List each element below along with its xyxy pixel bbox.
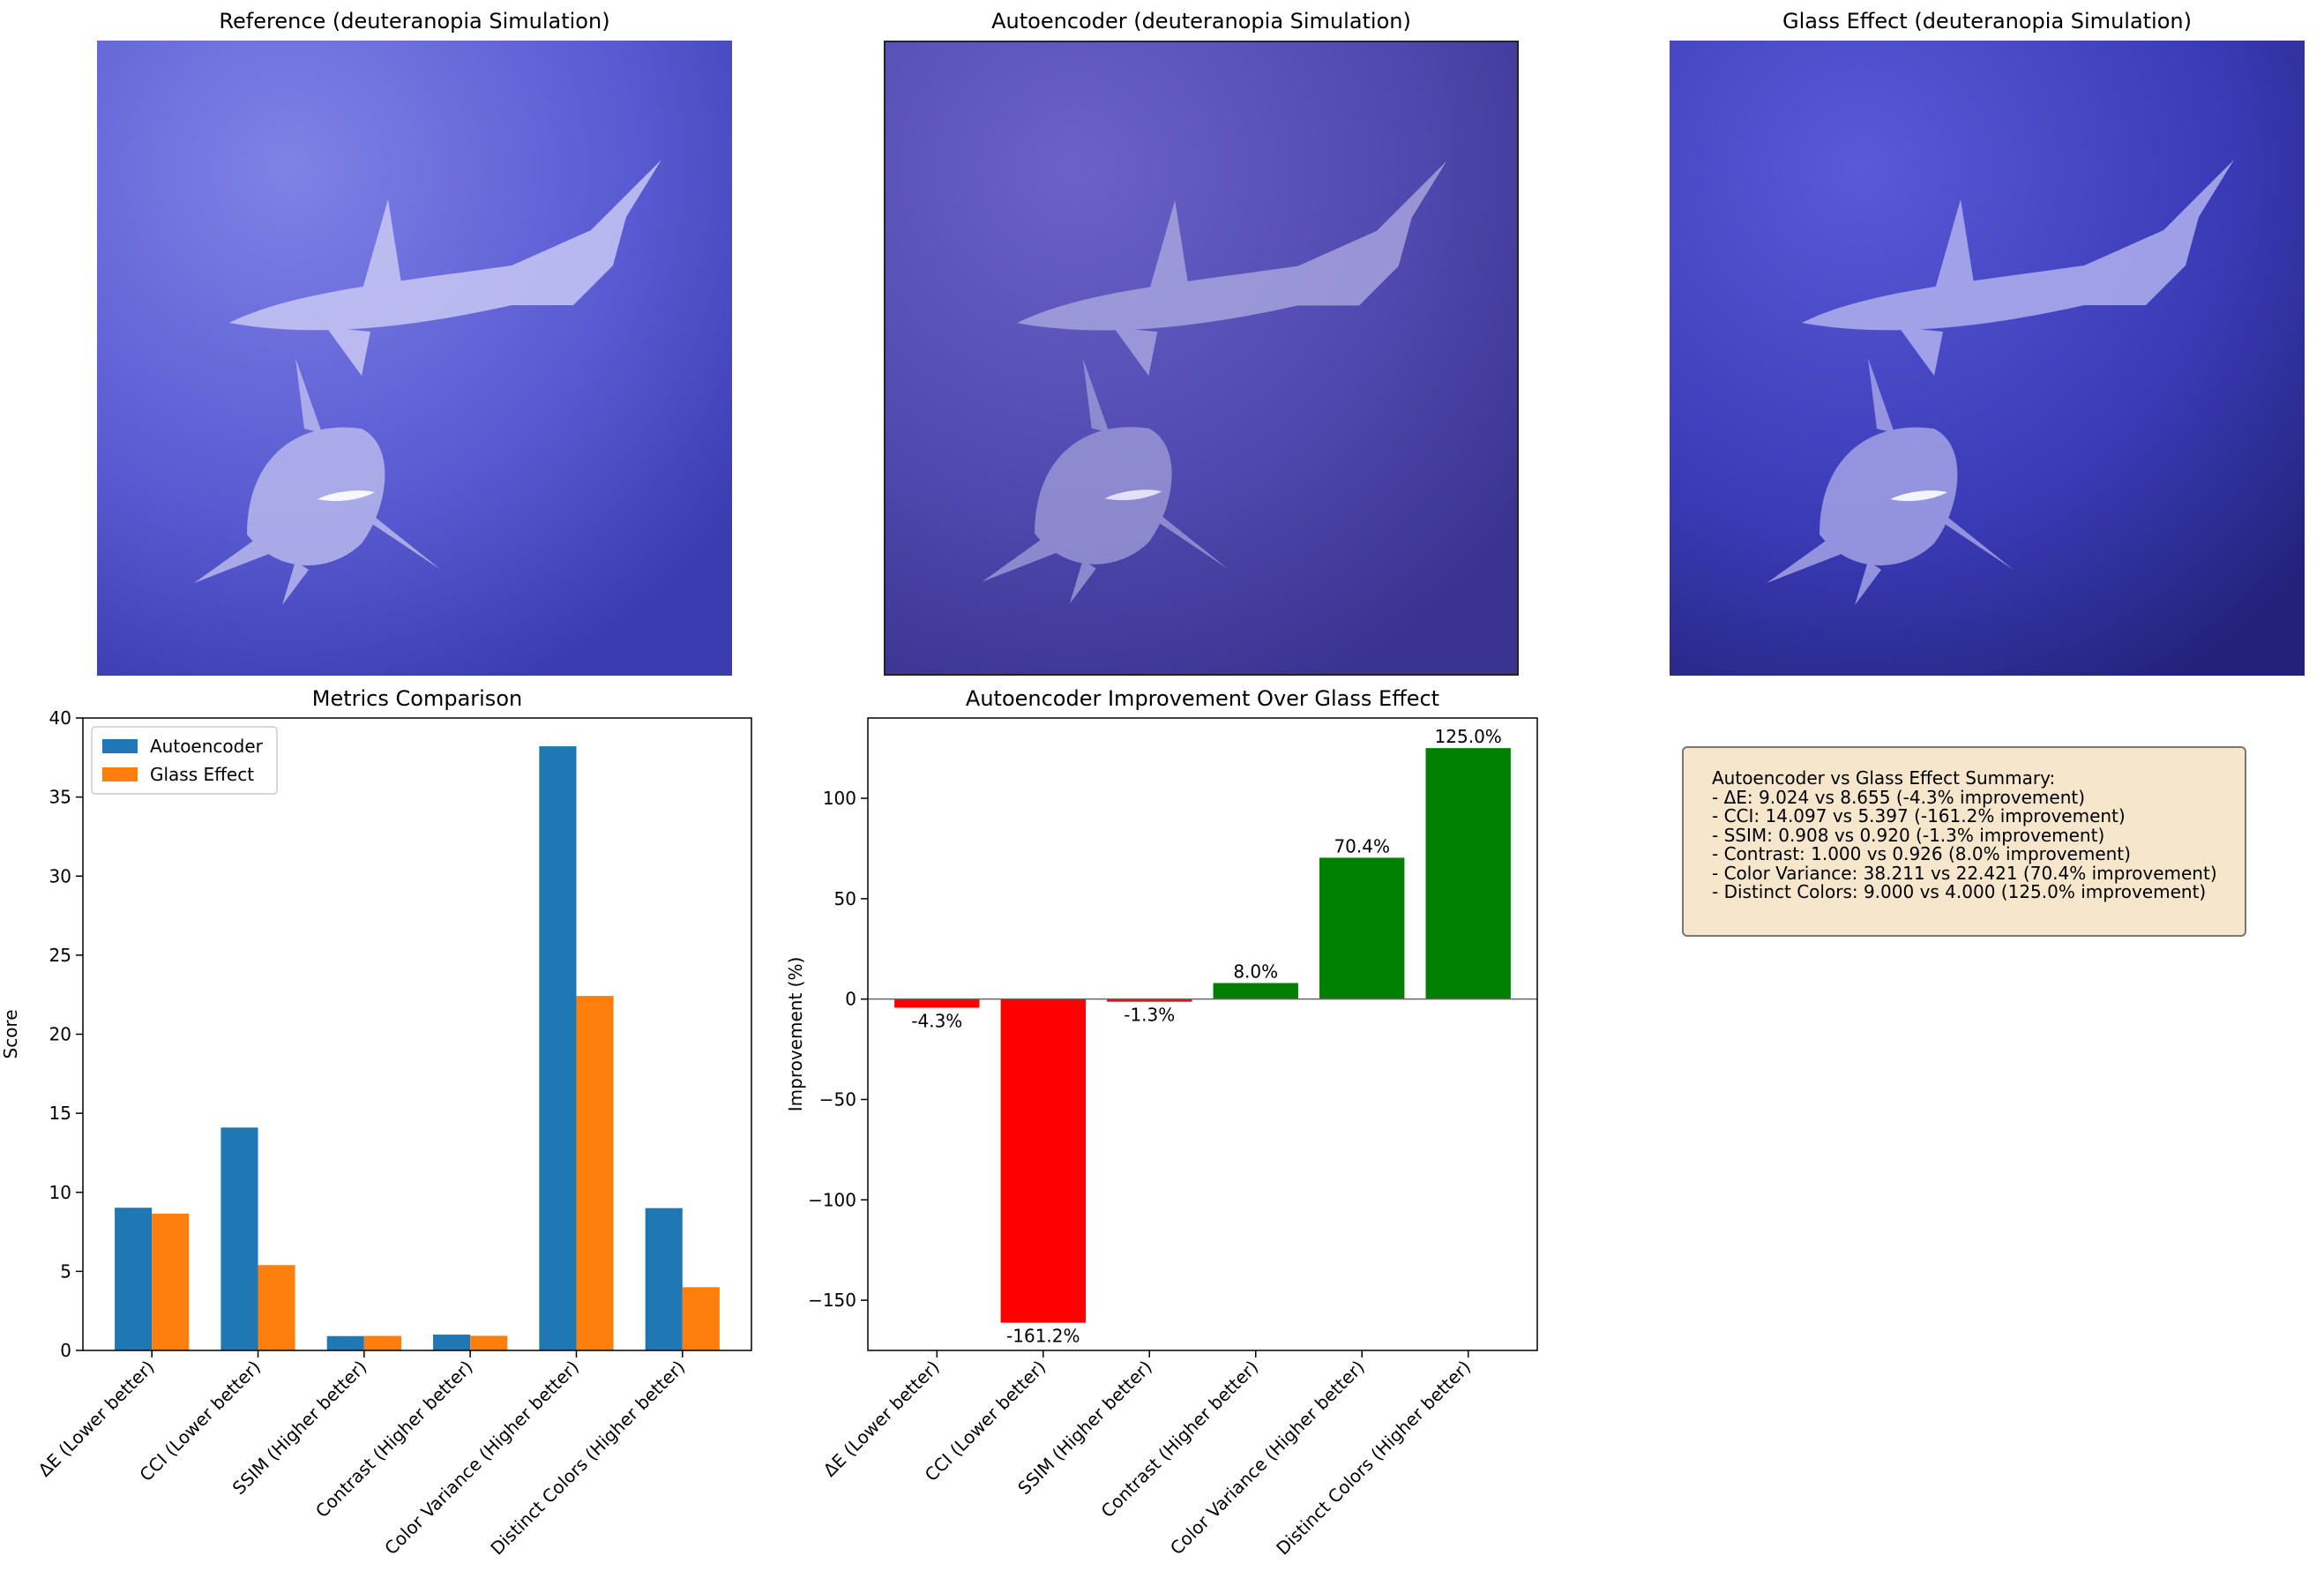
metrics-ytick-label: 30 bbox=[49, 865, 71, 886]
shark-shape bbox=[229, 160, 661, 376]
improvement-ytick-label: 50 bbox=[834, 888, 856, 909]
improvement-bar-negative bbox=[894, 998, 980, 1008]
autoencoder-bar bbox=[220, 1127, 258, 1350]
improvement-bar-positive bbox=[1319, 857, 1405, 999]
improvement-data-label: 70.4% bbox=[1334, 835, 1390, 856]
improvement-data-label: 125.0% bbox=[1435, 726, 1502, 747]
improvement-data-label: 8.0% bbox=[1233, 961, 1278, 982]
glass-effect-image bbox=[1670, 41, 2305, 676]
metrics-ytick-label: 40 bbox=[49, 707, 71, 729]
metrics-xtick-label: ΔE (Lower better) bbox=[34, 1357, 158, 1481]
improvement-ytick-label: 100 bbox=[823, 788, 856, 809]
metrics-xtick-label: Distinct Colors (Higher better) bbox=[486, 1357, 689, 1559]
improvement-data-label: -1.3% bbox=[1124, 1005, 1175, 1026]
legend-label: Glass Effect bbox=[150, 764, 254, 785]
metrics-ytick-label: 20 bbox=[49, 1024, 71, 1045]
summary-line: - CCI: 14.097 vs 5.397 (-161.2% improvem… bbox=[1712, 805, 2126, 826]
autoencoder-title: Autoencoder (deuteranopia Simulation) bbox=[991, 9, 1411, 34]
glass-effect-bar bbox=[258, 1265, 295, 1350]
metrics-ytick-label: 25 bbox=[49, 945, 71, 966]
metrics-xtick-label: Color Variance (Higher better) bbox=[380, 1357, 583, 1559]
improvement-xtick-label: ΔE (Lower better) bbox=[819, 1357, 944, 1481]
metrics-ylabel: Score bbox=[0, 1009, 21, 1058]
glass-effect-bar bbox=[363, 1335, 401, 1350]
autoencoder-bar bbox=[539, 746, 577, 1350]
glass-effect-title: Glass Effect (deuteranopia Simulation) bbox=[1782, 9, 2192, 34]
metrics-legend bbox=[91, 726, 278, 795]
summary-box: Autoencoder vs Glass Effect Summary: - Δ… bbox=[1682, 746, 2246, 937]
improvement-xtick-label: Distinct Colors (Higher better) bbox=[1272, 1357, 1475, 1559]
summary-line: Autoencoder vs Glass Effect Summary: bbox=[1712, 767, 2056, 789]
summary-line: - Color Variance: 38.211 vs 22.421 (70.4… bbox=[1712, 862, 2217, 884]
autoencoder-bar bbox=[115, 1208, 153, 1350]
improvement-title: Autoencoder Improvement Over Glass Effec… bbox=[966, 686, 1439, 711]
improvement-ylabel: Improvement (%) bbox=[785, 957, 806, 1112]
improvement-data-label: -4.3% bbox=[911, 1010, 962, 1031]
reference-title: Reference (deuteranopia Simulation) bbox=[219, 9, 610, 34]
summary-line: - Distinct Colors: 9.000 vs 4.000 (125.0… bbox=[1712, 881, 2207, 902]
glass-effect-bar bbox=[470, 1335, 508, 1350]
improvement-plot-frame bbox=[867, 717, 1538, 1351]
glass-effect-bar bbox=[576, 996, 614, 1350]
improvement-ytick-label: −150 bbox=[808, 1290, 856, 1311]
improvement-ytick-label: 0 bbox=[845, 989, 856, 1010]
autoencoder-bar bbox=[326, 1335, 364, 1350]
metrics-ytick-label: 10 bbox=[49, 1182, 71, 1203]
glass-effect-bar bbox=[152, 1213, 190, 1350]
improvement-bar-positive bbox=[1213, 983, 1298, 999]
improvement-ytick-label: −50 bbox=[819, 1088, 856, 1110]
legend-swatch bbox=[102, 767, 138, 782]
improvement-bar-negative bbox=[1000, 998, 1086, 1323]
glass-effect-bar bbox=[682, 1287, 720, 1350]
improvement-bar-positive bbox=[1425, 748, 1511, 999]
legend-label: Autoencoder bbox=[150, 736, 264, 757]
summary-line: - SSIM: 0.908 vs 0.920 (-1.3% improvemen… bbox=[1712, 824, 2105, 846]
improvement-bar-negative bbox=[1107, 998, 1192, 1002]
metrics-ytick-label: 15 bbox=[49, 1103, 71, 1124]
improvement-data-label: -161.2% bbox=[1006, 1326, 1080, 1347]
summary-line: - Contrast: 1.000 vs 0.926 (8.0% improve… bbox=[1712, 843, 2131, 864]
metrics-ytick-label: 0 bbox=[60, 1340, 71, 1361]
autoencoder-image bbox=[884, 41, 1519, 676]
reference-image bbox=[97, 41, 732, 676]
legend-swatch bbox=[102, 739, 138, 753]
metrics-title: Metrics Comparison bbox=[312, 686, 522, 711]
summary-line: - ΔE: 9.024 vs 8.655 (-4.3% improvement) bbox=[1712, 786, 2086, 808]
improvement-ytick-label: −100 bbox=[808, 1189, 856, 1210]
improvement-xtick-label: Color Variance (Higher better) bbox=[1166, 1357, 1369, 1559]
autoencoder-bar bbox=[645, 1208, 683, 1350]
metrics-ytick-label: 5 bbox=[60, 1260, 71, 1282]
metrics-ytick-label: 35 bbox=[49, 787, 71, 808]
autoencoder-bar bbox=[433, 1335, 471, 1350]
